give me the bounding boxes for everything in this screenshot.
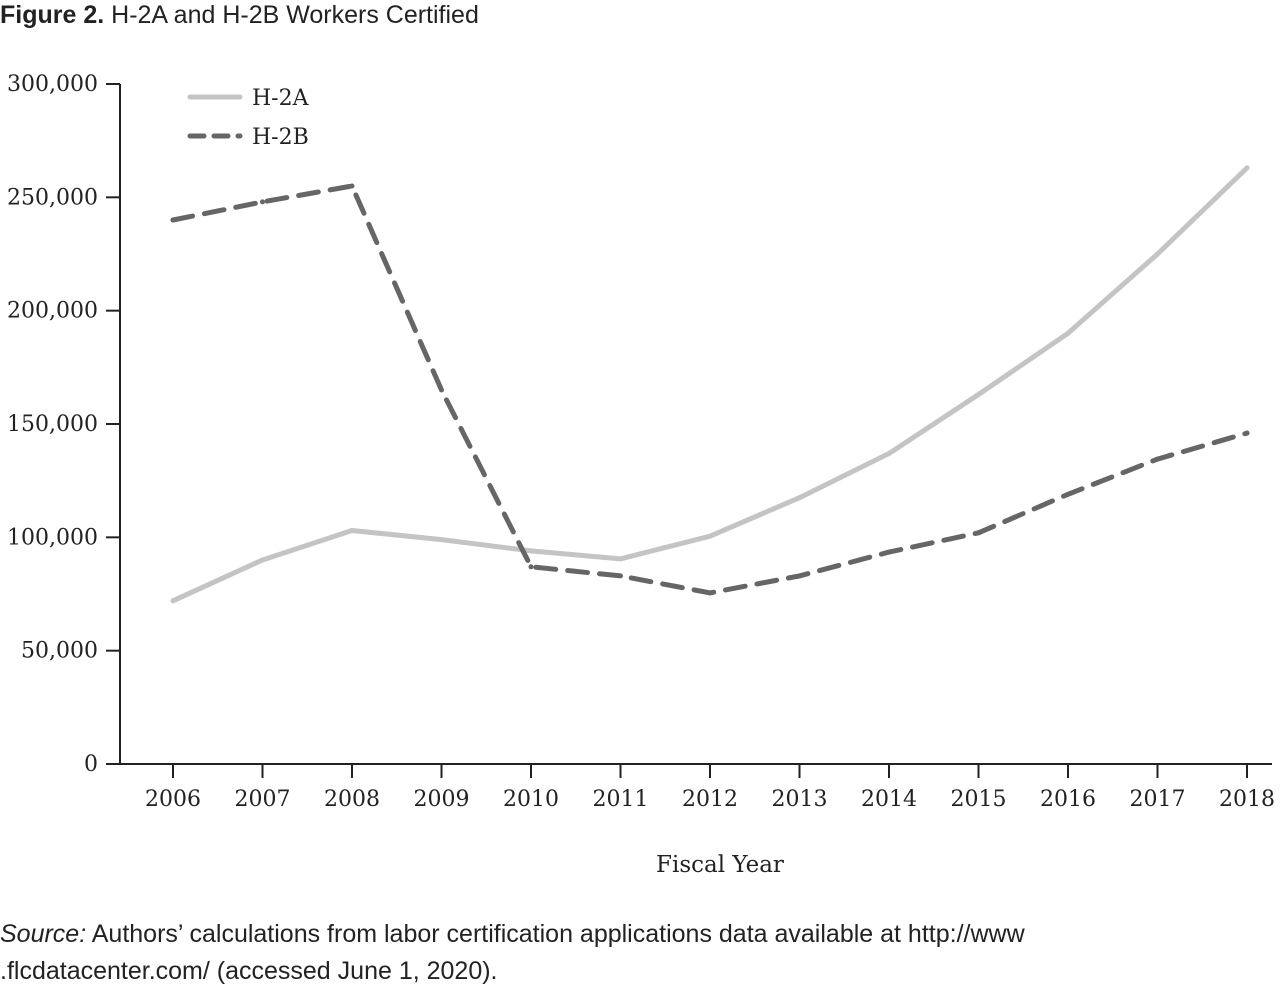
y-tick-label: 0: [84, 752, 98, 777]
series-line-h-2b: [170, 183, 1250, 596]
line-chart: 0 50,000 100,000 150,000 200,000 250,000 300,0…: [7, 72, 1275, 878]
data-point-h-2a: [439, 537, 444, 543]
data-point-h-2a: [170, 598, 176, 604]
legend-label-h-2b: H-2B: [252, 125, 309, 150]
data-point-h-2b: [439, 387, 444, 393]
x-tick-label: 2018: [1219, 787, 1275, 812]
y-tick-label: 300,000: [7, 72, 98, 97]
x-axis-title: Fiscal Year: [656, 852, 784, 878]
data-point-h-2b: [797, 573, 802, 579]
source-label: Source:: [0, 920, 87, 948]
data-point-h-2b: [260, 199, 265, 205]
data-point-h-2b: [707, 590, 713, 596]
y-tick-label: 250,000: [7, 185, 98, 210]
data-point-h-2a: [260, 557, 265, 563]
data-point-h-2a: [1155, 251, 1160, 257]
y-tick-label: 200,000: [7, 299, 98, 324]
y-tick-label: 50,000: [21, 639, 98, 664]
x-tick-label: 2011: [593, 787, 649, 812]
data-point-h-2a: [1244, 165, 1250, 171]
x-tick-label: 2007: [235, 787, 291, 812]
x-tick-label: 2006: [145, 787, 201, 812]
source-line2: .flcdatacenter.com/ (accessed June 1, 20…: [0, 957, 498, 985]
source-note: Source: Authors’ calculations from labor…: [0, 916, 1280, 990]
data-point-h-2b: [1065, 491, 1071, 497]
data-point-h-2a: [976, 392, 981, 398]
figure-title-text: H-2A and H-2B Workers Certified: [111, 1, 479, 29]
data-point-h-2a: [1065, 330, 1071, 336]
x-tick-label: 2012: [682, 787, 738, 812]
data-point-h-2a: [618, 556, 623, 562]
data-point-h-2a: [528, 548, 534, 554]
data-point-h-2b: [349, 183, 355, 189]
x-tick-label: 2017: [1130, 787, 1186, 812]
data-point-h-2a: [886, 450, 892, 456]
source-line1: Authors’ calculations from labor certifi…: [91, 920, 1025, 948]
data-point-h-2b: [170, 217, 176, 223]
y-tick-label: 150,000: [7, 412, 98, 437]
x-tick-label: 2016: [1040, 787, 1096, 812]
x-tick-label: 2014: [861, 787, 917, 812]
x-tick-label: 2010: [503, 787, 559, 812]
legend-label-h-2a: H-2A: [252, 86, 310, 111]
data-point-h-2a: [797, 495, 802, 501]
y-tick-label: 100,000: [7, 525, 98, 550]
x-tick-label: 2013: [772, 787, 828, 812]
figure-label: Figure 2.: [0, 1, 105, 29]
data-point-h-2b: [1155, 456, 1160, 462]
data-point-h-2a: [707, 533, 713, 539]
data-point-h-2b: [886, 549, 892, 555]
x-tick-label: 2015: [951, 787, 1007, 812]
data-point-h-2b: [976, 530, 981, 536]
x-tick-label: 2009: [414, 787, 470, 812]
x-tick-label: 2008: [324, 787, 380, 812]
data-point-h-2b: [528, 564, 534, 570]
data-point-h-2b: [618, 573, 623, 579]
figure-title: Figure 2. H-2A and H-2B Workers Certifie…: [0, 0, 479, 32]
data-point-h-2a: [349, 528, 355, 534]
legend: H-2A H-2B: [187, 86, 310, 150]
data-point-h-2b: [1244, 430, 1250, 436]
axes: 0 50,000 100,000 150,000 200,000 250,000 300,0…: [7, 72, 1275, 812]
series-layer: [170, 165, 1250, 604]
